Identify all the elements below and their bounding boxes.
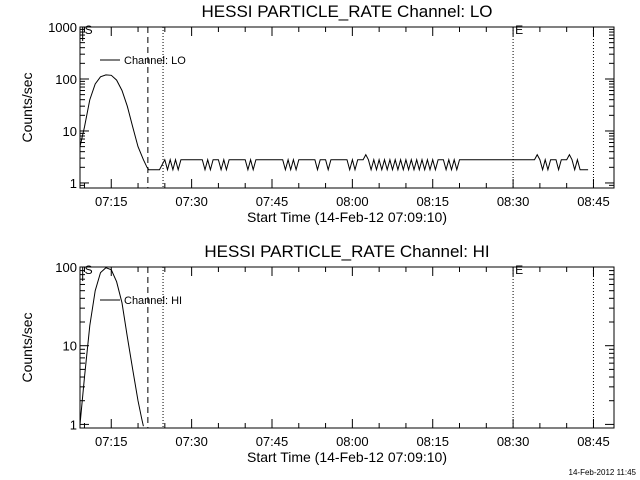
legend-label: Channel: HI [124, 295, 182, 307]
x-tick-label: 07:15 [95, 434, 128, 449]
x-tick-label: 07:15 [95, 194, 128, 209]
chart-panel-lo: HESSI PARTICLE_RATE Channel: LO 1 10 100 100… [19, 2, 615, 225]
time-marker-label: E [515, 263, 523, 277]
chart-title: HESSI PARTICLE_RATE Channel: LO [201, 2, 492, 21]
y-axis-label: Counts/sec [19, 312, 35, 382]
y-tick-label: 10 [63, 124, 77, 139]
time-marker-label: S [85, 23, 93, 37]
y-tick-label: 100 [55, 72, 77, 87]
x-tick-label: 08:30 [497, 434, 530, 449]
y-tick-label: 10 [63, 339, 77, 354]
y-tick-label: 100 [55, 260, 77, 275]
y-tick-label: 1 [70, 417, 77, 432]
series-line [79, 74, 589, 172]
y-tick-label: 1 [70, 176, 77, 191]
x-tick-label: 07:30 [175, 434, 208, 449]
chart-title: HESSI PARTICLE_RATE Channel: HI [204, 242, 489, 261]
x-tick-label: 08:00 [336, 194, 369, 209]
x-tick-label: 08:45 [577, 194, 610, 209]
timestamp-footer: 14-Feb-2012 11:45 [569, 468, 637, 477]
x-tick-label: 08:00 [336, 434, 369, 449]
x-tick-label: 08:15 [416, 434, 449, 449]
chart-panel-hi: HESSI PARTICLE_RATE Channel: HI 1 10 100 07:… [19, 242, 615, 465]
time-marker-label: E [515, 23, 523, 37]
x-tick-label: 08:45 [577, 434, 610, 449]
x-tick-label: 08:30 [497, 194, 530, 209]
x-tick-label: 07:45 [256, 434, 289, 449]
x-axis-label: Start Time (14-Feb-12 07:09:10) [247, 209, 447, 225]
time-marker-label: S [85, 263, 93, 277]
y-tick-label: 1000 [48, 20, 77, 35]
series-line [79, 267, 144, 427]
x-tick-label: 08:15 [416, 194, 449, 209]
y-axis-label: Counts/sec [19, 72, 35, 142]
x-tick-label: 07:30 [175, 194, 208, 209]
plot-frame [79, 266, 615, 429]
x-axis-label: Start Time (14-Feb-12 07:09:10) [247, 449, 447, 465]
legend-label: Channel: LO [124, 55, 186, 67]
plot-frame [79, 26, 615, 189]
x-tick-label: 07:45 [256, 194, 289, 209]
